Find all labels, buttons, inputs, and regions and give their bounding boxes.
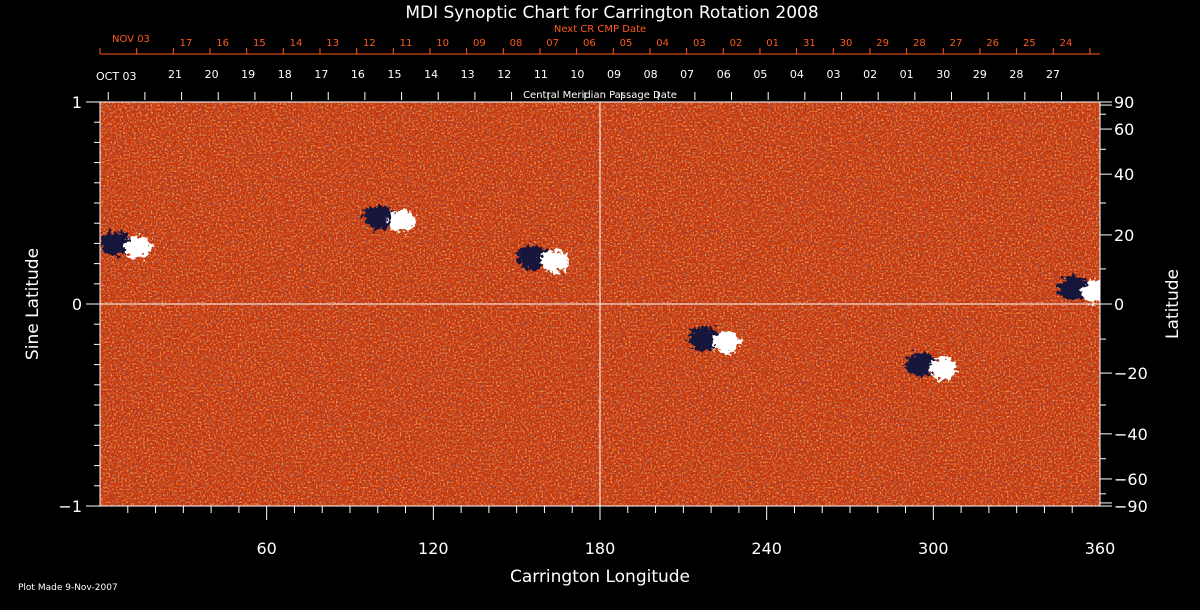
y-right-tick-label: 60 [1114, 120, 1134, 139]
next-date-label: 09 [473, 38, 486, 49]
next-axis-labels: 17 16 15 14 13 12 11 10 09 08 07 06 05 04 03 02 01 31 30 29… [99, 38, 1091, 54]
next-date-label: 01 [766, 38, 779, 49]
next-date-label: 13 [326, 38, 339, 49]
cmp-date-label: 11 [534, 68, 548, 81]
active-region-positive [712, 331, 741, 354]
cmp-date-label: 02 [863, 68, 877, 81]
cmp-date-label: 15 [388, 68, 402, 81]
y-right-tick-label: −60 [1114, 470, 1148, 489]
active-region-negative [905, 352, 938, 377]
y-right-tick-label: 0 [1114, 295, 1124, 314]
cmp-date-label: 06 [717, 68, 731, 81]
cmp-axis-caption: Central Meridian Passage Date [523, 90, 677, 101]
next-date-label: 14 [290, 38, 303, 49]
active-region-positive [929, 357, 958, 380]
cmp-date-label: 05 [753, 68, 767, 81]
cmp-date-label: 17 [314, 68, 328, 81]
x-tick-label: 240 [751, 539, 782, 558]
y-right-tick-label: −40 [1114, 425, 1148, 444]
next-date-label: 30 [840, 38, 853, 49]
next-date-label: 10 [436, 38, 449, 49]
next-date-label: 26 [986, 38, 999, 49]
y-right-tick-label: 90 [1114, 93, 1134, 112]
active-region-positive [1082, 280, 1100, 303]
bottom-axis: 60 120 180 240 300 360 [127, 506, 1116, 558]
x-axis-label: Carrington Longitude [510, 567, 690, 587]
next-date-label: 28 [913, 38, 926, 49]
next-date-label: 24 [1060, 38, 1073, 49]
cmp-date-label: 09 [607, 68, 621, 81]
y-right-tick-label: −90 [1114, 497, 1148, 516]
next-date-label: 11 [400, 38, 413, 49]
active-region-positive [387, 210, 416, 233]
next-date-label: 06 [583, 38, 596, 49]
cmp-date-label: 20 [205, 68, 219, 81]
next-date-label: 17 [180, 38, 193, 49]
active-region-negative [100, 231, 132, 256]
next-date-label: 03 [693, 38, 706, 49]
cmp-date-label: 03 [827, 68, 841, 81]
next-date-label: 15 [253, 38, 266, 49]
cmp-date-label: 07 [680, 68, 694, 81]
cmp-date-label: 19 [241, 68, 255, 81]
next-date-label: 12 [363, 38, 376, 49]
y-left-tick-label: 1 [72, 93, 82, 112]
cmp-date-label: 28 [1009, 68, 1023, 81]
y-axis-label-right: Latitude [1163, 269, 1183, 339]
cmp-date-label: 18 [278, 68, 292, 81]
y-right-tick-label: 20 [1114, 226, 1134, 245]
cmp-date-label: 21 [168, 68, 182, 81]
y-right-tick-label: −20 [1114, 364, 1148, 383]
active-region-positive [540, 250, 569, 273]
next-date-label: 07 [546, 38, 559, 49]
active-region-negative [363, 205, 396, 230]
cmp-date-label: 13 [461, 68, 475, 81]
cmp-date-label: 27 [1046, 68, 1060, 81]
cmp-date-label: 12 [497, 68, 511, 81]
active-region-negative [688, 326, 721, 351]
next-date-label: 29 [876, 38, 889, 49]
y-left-tick-label: −1 [58, 497, 82, 516]
chart-title: MDI Synoptic Chart for Carrington Rotati… [405, 3, 818, 23]
next-date-label: 31 [803, 38, 816, 49]
cmp-date-label: 04 [790, 68, 804, 81]
next-date-label: 02 [730, 38, 743, 49]
active-regions [100, 205, 1100, 380]
y-right-tick-label: 40 [1114, 165, 1134, 184]
cmp-axis-labels: 21 20 19 18 17 16 15 14 13 12 11 10 09 08 07 06 05 04 03 02… [107, 68, 1099, 100]
next-date-label: 27 [950, 38, 963, 49]
next-date-label: 08 [510, 38, 523, 49]
next-date-label: 05 [620, 38, 633, 49]
x-tick-label: 180 [585, 539, 616, 558]
next-date-label: 16 [216, 38, 229, 49]
y-left-tick-label: 0 [72, 295, 82, 314]
plot-made-footer: Plot Made 9-Nov-2007 [18, 583, 118, 593]
y-axis-label-left: Sine Latitude [23, 248, 43, 360]
x-tick-label: 300 [918, 539, 949, 558]
right-axis: 90 60 40 20 0 −20 −40 −60 −90 [1100, 93, 1148, 516]
cmp-date-label: 30 [936, 68, 950, 81]
next-axis-start-label: NOV 03 [112, 34, 150, 45]
cmp-date-label: 08 [644, 68, 658, 81]
cmp-axis-start-label: OCT 03 [96, 70, 137, 83]
cmp-date-label: 14 [424, 68, 438, 81]
x-tick-label: 360 [1085, 539, 1116, 558]
active-region-positive [123, 236, 152, 259]
active-region-negative [1058, 275, 1091, 300]
x-tick-label: 60 [256, 539, 276, 558]
cmp-date-label: 10 [570, 68, 584, 81]
cmp-date-label: 16 [351, 68, 365, 81]
cmp-date-label: 01 [900, 68, 914, 81]
active-region-negative [516, 245, 549, 270]
next-axis-caption: Next CR CMP Date [554, 24, 646, 35]
next-date-label: 25 [1023, 38, 1036, 49]
next-date-label: 04 [656, 38, 669, 49]
cmp-date-label: 29 [973, 68, 987, 81]
x-tick-label: 120 [418, 539, 449, 558]
left-axis: 1 0 −1 [58, 93, 100, 516]
